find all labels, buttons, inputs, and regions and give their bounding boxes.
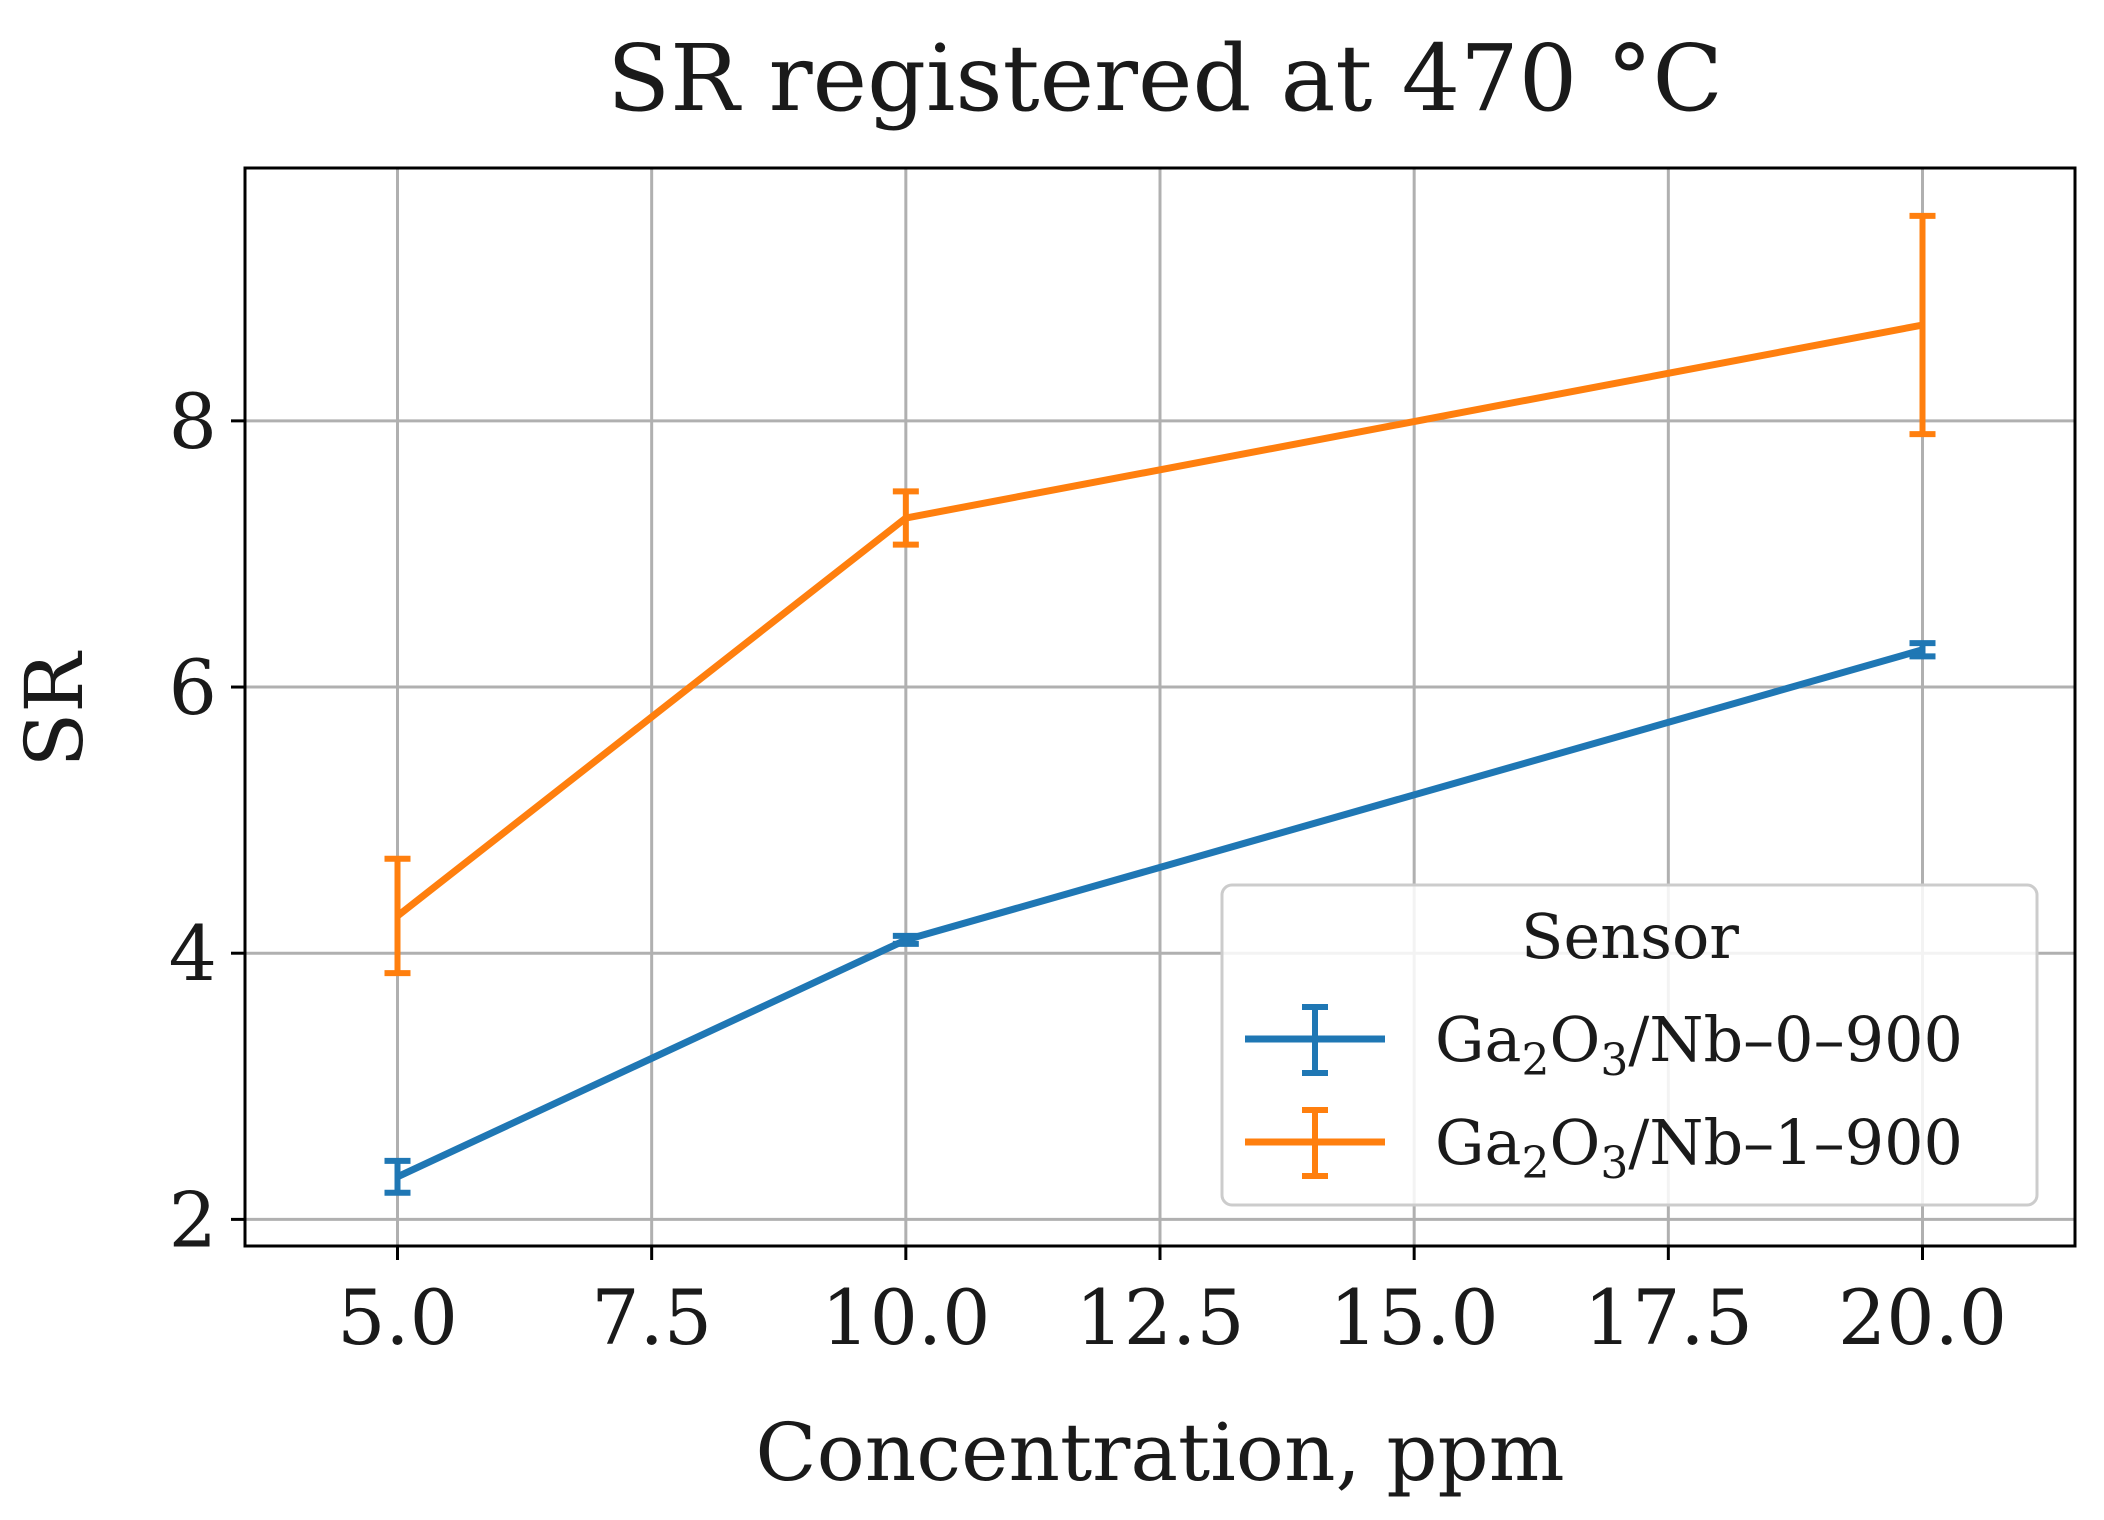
legend-entry-0: Ga2O3/Nb–0–900 [1245, 1003, 1963, 1086]
legend: Sensor Ga2O3/Nb–0–900 Ga2O3/Nb–1–900 [1220, 883, 2039, 1207]
y-tick-label-0: 2 [169, 1175, 217, 1264]
series-0 [384, 640, 1936, 1196]
x-tick-label-6: 20.0 [1838, 1273, 2007, 1362]
series-layer [384, 212, 1936, 1196]
legend-title: Sensor [1521, 900, 1739, 973]
legend-label-0: Ga2O3/Nb–0–900 [1435, 1003, 1963, 1086]
y-tick-label-3: 8 [169, 377, 217, 466]
x-tick-label-0: 5.0 [337, 1273, 458, 1362]
x-tick-label-3: 12.5 [1075, 1273, 1244, 1362]
x-tick-label-4: 15.0 [1330, 1273, 1499, 1362]
y-tick-label-2: 6 [169, 643, 217, 732]
ticks: 5.0 7.5 10.0 12.5 15.0 17.5 20.0 2 4 6 8 [169, 377, 2007, 1362]
x-tick-label-5: 17.5 [1584, 1273, 1753, 1362]
y-axis-title: SR [8, 650, 101, 768]
legend-entry-1: Ga2O3/Nb–1–900 [1245, 1106, 1963, 1189]
series-1 [384, 212, 1936, 977]
x-tick-label-2: 10.0 [821, 1273, 990, 1362]
x-tick-label-1: 7.5 [591, 1273, 712, 1362]
x-axis-title: Concentration, ppm [755, 1406, 1564, 1499]
legend-label-1: Ga2O3/Nb–1–900 [1435, 1106, 1963, 1189]
y-tick-label-1: 4 [169, 909, 217, 998]
chart-title: SR registered at 470 °C [607, 25, 1723, 132]
legend-box [1220, 883, 2039, 1207]
